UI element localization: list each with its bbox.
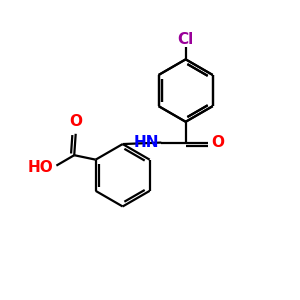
Text: HN: HN [134,135,159,150]
Text: O: O [212,135,224,150]
Text: Cl: Cl [178,32,194,47]
Text: O: O [69,114,82,129]
Text: HO: HO [28,160,53,175]
